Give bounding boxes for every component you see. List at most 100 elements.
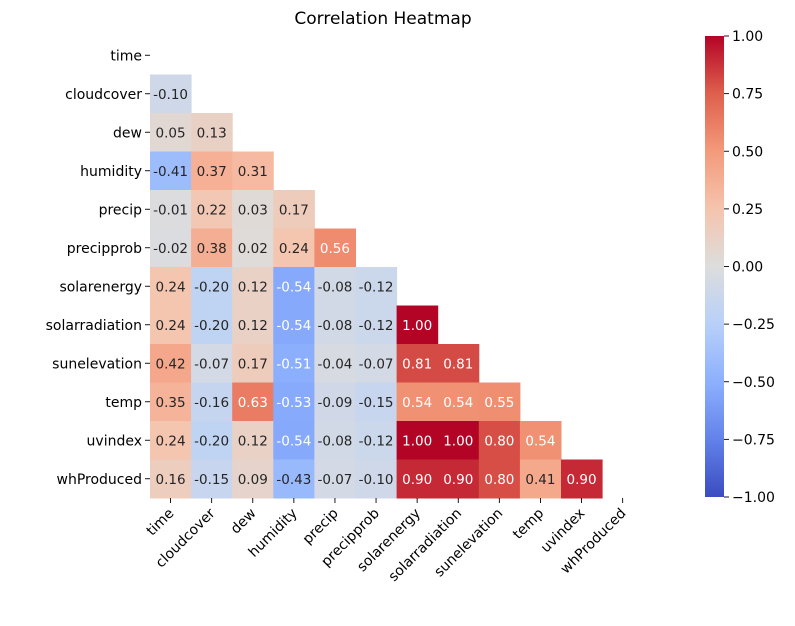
cell-value-label: 0.13 [197, 125, 227, 141]
cell-value-label: 0.22 [197, 202, 227, 218]
y-tick-label: solarradiation [46, 318, 142, 334]
cell-value-label: 0.80 [484, 472, 514, 488]
heatmap-cell [314, 421, 356, 460]
cell-value-label: -0.07 [317, 472, 352, 488]
colorbar-tick-label: −0.75 [732, 432, 775, 448]
cell-value-label: -0.20 [194, 433, 229, 449]
heatmap-cell [191, 305, 233, 345]
cell-value-label: 0.03 [238, 202, 268, 218]
cell-value-label: -0.53 [276, 395, 311, 411]
heatmap-cell [355, 421, 398, 460]
cell-value-label: -0.15 [194, 472, 229, 488]
heatmap-cell [232, 305, 274, 345]
colorbar: 1.00 0.75 0.50 0.25 0.00 −0.25 −0.50 −0.75 −1.00 [705, 29, 775, 506]
cell-value-label: 0.90 [402, 472, 432, 488]
heatmap-cell [437, 421, 480, 460]
heatmap-cell [273, 190, 315, 229]
cell-value-label: 0.81 [443, 356, 473, 372]
chart-title: Correlation Heatmap [294, 9, 471, 29]
y-tick-label: time [110, 48, 142, 64]
heatmap-cell [150, 459, 192, 499]
cell-value-label: 0.42 [156, 356, 186, 372]
cell-value-label: 0.12 [238, 433, 268, 449]
heatmap-cell [150, 421, 192, 460]
heatmap-cell [314, 382, 356, 422]
heatmap-cell [150, 267, 192, 306]
cell-value-label: -0.41 [153, 164, 188, 180]
cell-value-label: -0.12 [359, 279, 394, 295]
cell-value-label: -0.10 [153, 87, 188, 103]
heatmap-cell [355, 382, 398, 422]
heatmap-cell [150, 382, 192, 422]
x-tick-label: dew [228, 506, 260, 538]
cell-value-label: -0.20 [194, 318, 229, 334]
cell-value-label: 0.81 [402, 356, 432, 372]
cell-value-label: 0.09 [238, 472, 268, 488]
cell-value-label: 0.12 [238, 318, 268, 334]
heatmap-cell [150, 74, 192, 114]
cell-value-label: 0.54 [443, 395, 473, 411]
heatmap-cell [437, 382, 480, 422]
cell-value-label: -0.02 [153, 241, 188, 257]
heatmap-cell [314, 344, 356, 383]
y-tick-label: cloudcover [65, 87, 142, 103]
cell-value-label: 1.00 [402, 433, 432, 449]
heatmap-cell [478, 382, 521, 422]
colorbar-tick-label: 0.00 [732, 260, 763, 276]
x-tick-label: time [144, 506, 178, 540]
heatmap-cell [519, 459, 562, 499]
cell-value-label: 0.24 [156, 433, 186, 449]
heatmap-cell [150, 305, 192, 345]
heatmap-cell [355, 459, 398, 499]
cell-value-label: -0.07 [359, 356, 394, 372]
colorbar-tick-label: 0.75 [732, 87, 763, 103]
heatmap-cell [191, 267, 233, 306]
heatmap-cell [191, 459, 233, 499]
heatmap-cell [396, 344, 439, 383]
cell-value-label: -0.08 [317, 433, 352, 449]
cell-value-label: -0.08 [317, 318, 352, 334]
heatmap-cell [396, 421, 439, 460]
heatmap-cell [232, 421, 274, 460]
heatmap-cell [437, 459, 480, 499]
heatmap-cell [232, 151, 274, 191]
cell-value-label: 0.80 [484, 433, 514, 449]
cell-value-label: 0.63 [238, 395, 268, 411]
heatmap-cell [396, 459, 439, 499]
cell-value-label: -0.09 [317, 395, 352, 411]
cell-value-label: -0.54 [276, 318, 311, 334]
heatmap-cell [191, 421, 233, 460]
heatmap-cell [232, 228, 274, 268]
cell-value-label: -0.43 [276, 472, 311, 488]
heatmap-cell [478, 421, 521, 460]
cell-value-label: -0.16 [194, 395, 229, 411]
cell-value-label: 1.00 [402, 318, 432, 334]
heatmap-cell [314, 305, 356, 345]
heatmap-cell [355, 344, 398, 383]
colorbar-tick-label: −0.25 [732, 317, 775, 333]
cell-value-label: 0.24 [156, 318, 186, 334]
cell-value-label: -0.12 [359, 433, 394, 449]
heatmap-cell [273, 267, 315, 306]
x-tick-label: solarradiation [386, 506, 465, 585]
cell-value-label: 0.17 [279, 202, 309, 218]
heatmap-cell [273, 344, 315, 383]
cell-value-label: -0.54 [276, 433, 311, 449]
cell-value-label: 0.54 [402, 395, 432, 411]
y-tick-label: humidity [80, 164, 142, 180]
colorbar-gradient [705, 36, 724, 497]
heatmap-cell [150, 113, 192, 152]
heatmap-cell [478, 459, 521, 499]
y-tick-label: sunelevation [52, 356, 142, 372]
heatmap-cell [273, 382, 315, 422]
cell-value-label: 0.05 [156, 125, 186, 141]
heatmap-cell [232, 344, 274, 383]
heatmap-cell [437, 344, 480, 383]
heatmap-cell [232, 459, 274, 499]
cell-value-label: -0.10 [359, 472, 394, 488]
heatmap-cell [314, 459, 356, 499]
colorbar-tick-label: 0.50 [732, 144, 763, 160]
cell-value-label: 0.56 [320, 241, 350, 257]
